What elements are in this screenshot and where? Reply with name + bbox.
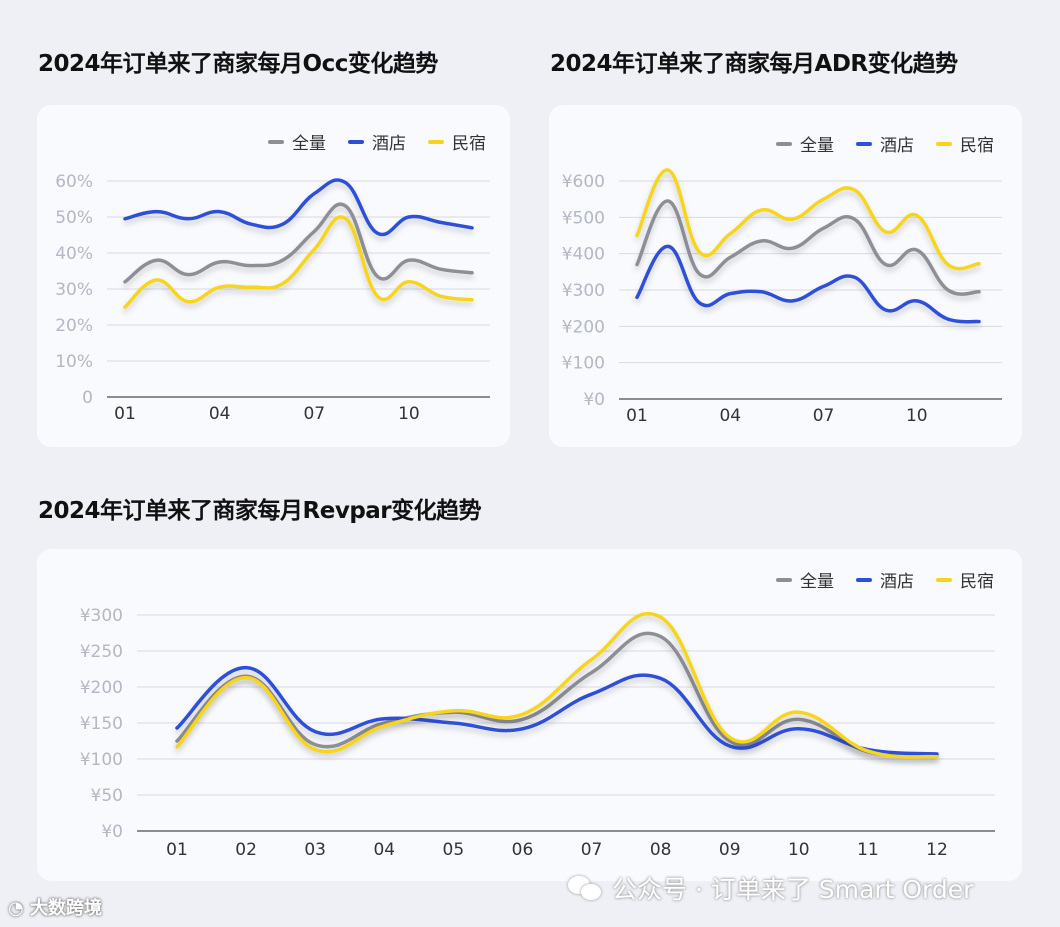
y-tick-label: 30% bbox=[55, 280, 93, 300]
watermark-right-text: 公众号 · 订单来了 Smart Order bbox=[612, 875, 974, 904]
y-tick-label: 10% bbox=[55, 352, 93, 372]
legend-item-homestay: 民宿 bbox=[936, 567, 994, 592]
x-tick-label: 10 bbox=[788, 840, 810, 860]
y-tick-label: ¥0 bbox=[101, 822, 123, 842]
legend-label-homestay: 民宿 bbox=[452, 134, 486, 154]
x-tick-label: 07 bbox=[303, 404, 325, 424]
y-tick-label: ¥0 bbox=[583, 390, 605, 410]
adr-chart-title: 2024年订单来了商家每月ADR变化趋势 bbox=[550, 51, 958, 77]
x-tick-label: 07 bbox=[581, 840, 603, 860]
watermark-right: 公众号 · 订单来了 Smart Order bbox=[568, 870, 973, 906]
y-tick-label: 20% bbox=[55, 316, 93, 336]
y-tick-label: 60% bbox=[55, 172, 93, 192]
wechat-icon bbox=[568, 874, 604, 902]
legend-label-homestay: 民宿 bbox=[960, 572, 994, 592]
x-tick-label: 04 bbox=[373, 840, 395, 860]
y-tick-label: ¥50 bbox=[91, 786, 123, 806]
series-line-all bbox=[123, 202, 474, 284]
occ-chart-card: 全量 酒店 民宿 0 10% 20% 30% 40% 50% 60% 01 04 07 10 bbox=[37, 105, 510, 447]
y-tick-label: ¥250 bbox=[80, 642, 123, 662]
x-tick-label: 11 bbox=[857, 840, 879, 860]
x-tick-label: 10 bbox=[398, 404, 420, 424]
x-tick-label: 10 bbox=[906, 406, 928, 426]
legend-item-hotel: 酒店 bbox=[856, 567, 914, 592]
legend-label-homestay: 民宿 bbox=[960, 136, 994, 156]
series-line-all bbox=[635, 199, 981, 296]
legend-swatch-homestay bbox=[936, 141, 952, 146]
legend-label-all: 全量 bbox=[292, 134, 326, 154]
x-tick-label: 01 bbox=[114, 404, 136, 424]
y-tick-label: 0 bbox=[82, 388, 93, 408]
legend-label-hotel: 酒店 bbox=[372, 134, 406, 154]
y-tick-label: ¥600 bbox=[562, 172, 605, 192]
adr-chart: ¥0 ¥100 ¥200 ¥300 ¥400 ¥500 ¥600 01 04 07 10 bbox=[562, 168, 1002, 426]
y-tick-label: ¥200 bbox=[80, 678, 123, 698]
adr-legend: 全量 酒店 民宿 bbox=[776, 131, 994, 156]
legend-swatch-all bbox=[268, 139, 284, 144]
series-line-homestay bbox=[175, 611, 939, 759]
x-tick-label: 05 bbox=[443, 840, 465, 860]
legend-item-homestay: 民宿 bbox=[428, 129, 486, 154]
legend-swatch-hotel bbox=[348, 139, 364, 144]
series-line-hotel bbox=[635, 244, 981, 324]
legend-label-all: 全量 bbox=[800, 136, 834, 156]
occ-chart-title: 2024年订单来了商家每月Occ变化趋势 bbox=[38, 51, 438, 77]
legend-swatch-hotel bbox=[856, 141, 872, 146]
legend-item-hotel: 酒店 bbox=[856, 131, 914, 156]
legend-swatch-all bbox=[776, 577, 792, 582]
occ-legend: 全量 酒店 民宿 bbox=[268, 129, 486, 154]
revpar-chart-title: 2024年订单来了商家每月Revpar变化趋势 bbox=[38, 498, 482, 524]
adr-chart-card: 全量 酒店 民宿 ¥0 ¥100 ¥200 ¥300 ¥400 ¥500 ¥600 01 04 0… bbox=[549, 105, 1022, 447]
y-tick-label: ¥300 bbox=[80, 606, 123, 626]
x-tick-label: 04 bbox=[209, 404, 231, 424]
legend-item-all: 全量 bbox=[776, 131, 834, 156]
legend-item-homestay: 民宿 bbox=[936, 131, 994, 156]
legend-label-hotel: 酒店 bbox=[880, 136, 914, 156]
x-tick-label: 07 bbox=[813, 406, 835, 426]
legend-swatch-all bbox=[776, 141, 792, 146]
legend-label-hotel: 酒店 bbox=[880, 572, 914, 592]
series-line-hotel bbox=[175, 665, 939, 756]
legend-item-hotel: 酒店 bbox=[348, 129, 406, 154]
watermark-left: ◔ 大数跨境 bbox=[8, 894, 102, 920]
watermark-left-text: 大数跨境 bbox=[30, 898, 102, 919]
x-tick-label: 06 bbox=[512, 840, 534, 860]
x-tick-label: 03 bbox=[304, 840, 326, 860]
legend-swatch-homestay bbox=[936, 577, 952, 582]
legend-swatch-hotel bbox=[856, 577, 872, 582]
legend-item-all: 全量 bbox=[776, 567, 834, 592]
x-tick-label: 08 bbox=[650, 840, 672, 860]
revpar-chart-card: 全量 酒店 民宿 ¥0 ¥50 ¥100 ¥150 ¥200 ¥250 ¥300 01 02 03… bbox=[37, 549, 1022, 881]
y-tick-label: ¥200 bbox=[562, 317, 605, 337]
x-tick-label: 02 bbox=[235, 840, 257, 860]
x-tick-label: 04 bbox=[719, 406, 741, 426]
series-line-homestay bbox=[123, 215, 474, 309]
watermark-logo-icon: ◔ bbox=[8, 898, 24, 919]
series-line-hotel bbox=[123, 178, 474, 237]
x-tick-label: 01 bbox=[626, 406, 648, 426]
revpar-legend: 全量 酒店 民宿 bbox=[776, 567, 994, 592]
series-line-homestay bbox=[635, 168, 981, 271]
y-tick-label: ¥500 bbox=[562, 208, 605, 228]
series-line-all bbox=[175, 631, 939, 758]
y-tick-label: 40% bbox=[55, 244, 93, 264]
x-tick-label: 12 bbox=[926, 840, 948, 860]
legend-label-all: 全量 bbox=[800, 572, 834, 592]
revpar-chart: ¥0 ¥50 ¥100 ¥150 ¥200 ¥250 ¥300 01 02 03 04 05 06 07 0… bbox=[80, 606, 995, 860]
legend-swatch-homestay bbox=[428, 139, 444, 144]
legend-item-all: 全量 bbox=[268, 129, 326, 154]
occ-chart: 0 10% 20% 30% 40% 50% 60% 01 04 07 10 bbox=[55, 172, 490, 424]
y-tick-label: 50% bbox=[55, 208, 93, 228]
x-tick-label: 01 bbox=[166, 840, 188, 860]
y-tick-label: ¥100 bbox=[80, 750, 123, 770]
y-tick-label: ¥400 bbox=[562, 245, 605, 265]
y-tick-label: ¥150 bbox=[80, 714, 123, 734]
y-tick-label: ¥300 bbox=[562, 281, 605, 301]
x-tick-label: 09 bbox=[719, 840, 741, 860]
y-tick-label: ¥100 bbox=[562, 354, 605, 374]
